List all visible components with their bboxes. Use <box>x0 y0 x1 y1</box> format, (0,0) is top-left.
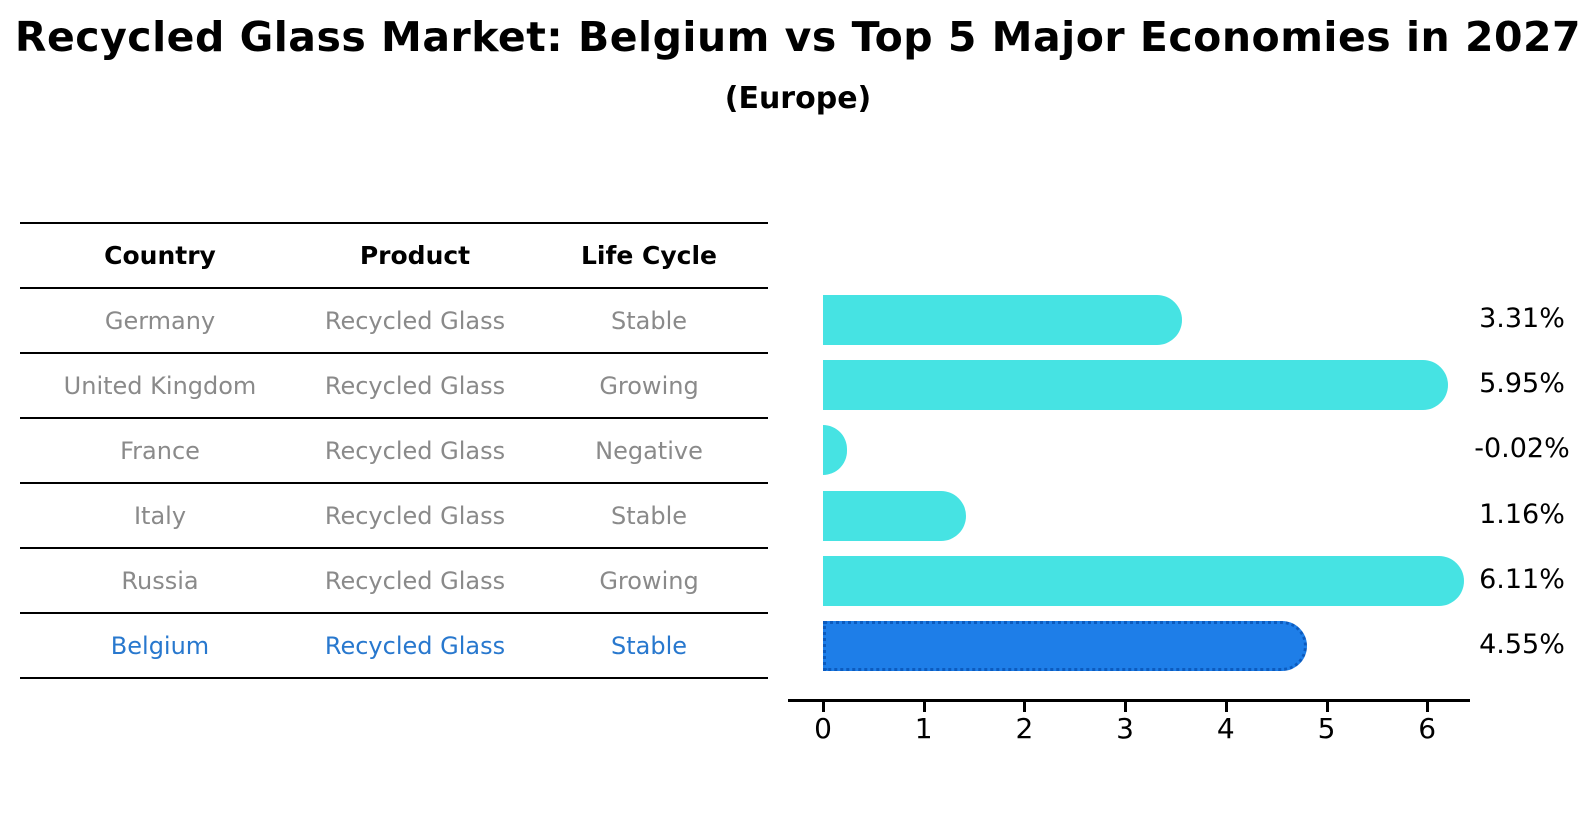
cell-product: Recycled Glass <box>324 631 506 660</box>
cell-life_cycle: Growing <box>599 566 699 595</box>
cell-product: Recycled Glass <box>324 371 506 400</box>
table-row-france: France Recycled Glass Negative <box>20 419 768 484</box>
cell-country: France <box>120 436 200 465</box>
x-tick-mark <box>1124 702 1128 712</box>
table-row-united-kingdom: United Kingdom Recycled Glass Growing <box>20 354 768 419</box>
table-row-belgium: Belgium Recycled Glass Stable <box>20 614 768 679</box>
bar-russia <box>823 555 1464 606</box>
table-body: Germany Recycled Glass Stable United Kingdo… <box>20 289 768 679</box>
cell-product: Recycled Glass <box>324 501 506 530</box>
bar-france <box>823 425 847 476</box>
x-tick-label: 0 <box>814 712 832 745</box>
cell-country: United Kingdom <box>63 371 257 400</box>
x-tick-label: 6 <box>1418 712 1437 745</box>
bar-value-label-france: -0.02% <box>1474 433 1570 465</box>
x-tick-label: 5 <box>1317 712 1336 745</box>
table-header-product: Product <box>359 241 471 270</box>
x-tick-mark <box>1023 702 1027 712</box>
cell-country: Russia <box>121 566 199 595</box>
cell-life_cycle: Negative <box>595 436 703 465</box>
table-header-row: Country Product Life Cycle <box>20 224 768 289</box>
cell-country: Belgium <box>110 631 210 660</box>
bar-united-kingdom <box>823 360 1448 411</box>
table-row-italy: Italy Recycled Glass Stable <box>20 484 768 549</box>
cell-product: Recycled Glass <box>324 436 506 465</box>
x-tick-mark <box>822 702 825 712</box>
table-header-life-cycle: Life Cycle <box>580 241 718 270</box>
bar-value-label-italy: 1.16% <box>1479 498 1565 530</box>
bar-value-label-belgium: 4.55% <box>1479 629 1565 660</box>
x-tick-mark <box>1426 702 1430 712</box>
cell-life_cycle: Stable <box>610 631 688 660</box>
cell-life_cycle: Stable <box>610 306 688 335</box>
chart-title: Recycled Glass Market: Belgium vs Top 5 … <box>14 13 1582 61</box>
table-header-country: Country <box>104 241 216 270</box>
x-tick-label: 1 <box>914 712 933 745</box>
bar-value-label-united-kingdom: 5.95% <box>1479 368 1565 400</box>
table-row-russia: Russia Recycled Glass Growing <box>20 549 768 614</box>
cell-life_cycle: Growing <box>599 371 699 400</box>
bar-italy <box>823 490 966 541</box>
cell-country: Italy <box>133 501 187 530</box>
x-tick-mark <box>922 702 926 712</box>
x-axis-line <box>788 699 1470 702</box>
bar-belgium <box>823 621 1307 671</box>
cell-country: Germany <box>104 306 216 335</box>
cell-product: Recycled Glass <box>324 306 506 335</box>
table-row-germany: Germany Recycled Glass Stable <box>20 289 768 354</box>
bar-value-label-germany: 3.31% <box>1479 303 1565 334</box>
x-tick-label: 2 <box>1015 712 1034 745</box>
x-tick-mark <box>1325 702 1329 712</box>
bar-value-label-russia: 6.11% <box>1479 563 1565 595</box>
cell-life_cycle: Stable <box>610 501 688 530</box>
x-tick-mark <box>1224 702 1228 712</box>
bar-germany <box>823 295 1182 345</box>
chart-subtitle: (Europe) <box>724 81 872 116</box>
x-tick-label: 3 <box>1116 712 1134 745</box>
cell-product: Recycled Glass <box>324 566 506 595</box>
x-tick-label: 4 <box>1216 712 1235 745</box>
country-table: Country Product Life Cycle Germany Recycled… <box>20 222 768 679</box>
